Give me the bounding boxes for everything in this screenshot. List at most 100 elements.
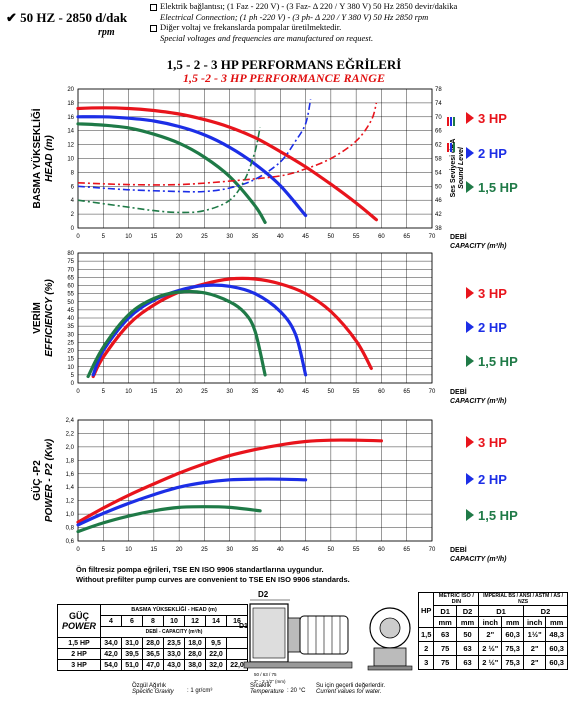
x-tick-label: 35 [252,547,259,553]
x-tick-label: 0 [76,389,80,395]
unit-cell: inch [478,616,503,628]
prefilter-basket [252,607,286,659]
y2-axis-title-en: Sound Level [458,146,465,189]
series-line-15HP [76,122,267,224]
legend-arrow-icon [466,181,474,193]
table-row: 3 75 63 2 ½" 75,3 2" 60,3 [417,655,568,670]
table-cell: 2" [522,641,547,656]
gravity-value: : 1 gr/cm³ [187,688,213,694]
x-tick-label: 20 [176,547,183,553]
x-tick-label: 40 [277,389,284,395]
frequency-header: ✔ 50 HZ - 2850 d/dak rpm [6,10,127,38]
front-view-foot [367,665,413,671]
row-hp: 1,5 HP [57,637,101,649]
y-tick-label: 65 [67,275,74,281]
page-subtitle: 1,5 -2 - 3 HP PERFORMANCE RANGE [183,71,385,85]
y-tick-label: 35 [67,324,74,330]
x-axis-label-tr: DEBİ [450,233,467,241]
x-tick-label: 45 [302,234,309,240]
legend-arrow-icon [466,147,474,159]
y-tick-label: 8 [71,170,75,176]
front-view-inlet [379,617,401,639]
motor-fins [307,616,341,654]
y-tick-label: 1,8 [66,458,75,464]
table-cell: 39,5 [121,648,143,660]
power-header: GÜÇ POWER [57,604,101,638]
y-tick-label: 18 [67,101,74,107]
x-tick-label: 25 [201,234,208,240]
series-line-15HP [86,289,267,379]
x-tick-label: 0 [76,234,80,240]
legend-arrow-icon [466,473,474,485]
x-tick-label: 20 [176,389,183,395]
x-tick-label: 60 [378,389,385,395]
y-tick-label: 75 [67,259,74,265]
rpm-text: rpm [98,27,115,38]
table-cell: 38,0 [184,659,206,671]
table-row: 2 HP 42,0 39,5 36,5 33,0 28,0 22,0 [57,648,248,660]
x-axis-label-tr: DEBİ [450,388,467,396]
table-cell: 60,3 [501,627,524,642]
legend-swatch [453,143,455,152]
x-tick-label: 30 [226,547,233,553]
temperature-tr: Sıcaklık [250,683,272,689]
legend-swatch [447,143,449,152]
x-tick-label: 25 [201,547,208,553]
y-tick-label: 2,0 [66,445,75,451]
x-tick-label: 35 [252,389,259,395]
x-tick-label: 25 [201,389,208,395]
dim-label-2: 2" - 2 1/2" (mm) [254,679,286,684]
y-tick-label: 10 [67,365,74,371]
x-tick-label: 50 [328,234,335,240]
table-cell: 9,5 [205,637,227,649]
head-header: BASMA YÜKSEKLİĞİ - HEAD (m) [100,604,248,616]
x-tick-label: 30 [226,234,233,240]
table-row: 2 75 63 2 ½" 75,3 2" 60,3 [417,641,568,656]
series-line-3HP [91,276,373,379]
footnote-tr: Ön filtresiz pompa eğrileri, TSE EN ISO … [76,565,324,574]
head-col-2: 8 [142,615,164,627]
pump-housing [287,617,301,653]
x-tick-label: 65 [403,389,410,395]
table-cell: 2 [417,641,435,656]
x-tick-label: 70 [429,547,436,553]
table-cell: 1½" [522,627,547,642]
table-cell: 2 ½" [478,641,503,656]
y-tick-label: 1,0 [66,512,75,518]
table-cell: 54,0 [100,659,122,671]
y-tick-label: 20 [67,349,74,355]
y-tick-label: 50 [67,300,74,306]
legend-label: 2 HP [478,146,507,161]
y-axis-title-en: EFFICIENCY (%) [44,279,55,357]
table-cell: 31,0 [121,637,143,649]
x-axis-label-en: CAPACITY (m³/h) [450,556,507,563]
page-title: 1,5 - 2 - 3 HP PERFORMANS EĞRİLERİ [166,57,402,72]
table-cell: 18,0 [184,637,206,649]
head-col-1: 6 [121,615,143,627]
legend-arrow-icon [466,509,474,521]
legend-swatch [450,117,452,126]
table-cell: 63 [433,627,457,642]
y-tick-label: 16 [67,115,74,121]
front-view-base [373,647,407,667]
y2-tick-label: 38 [435,226,442,232]
y2-tick-label: 46 [435,198,442,204]
x-tick-label: 35 [252,234,259,240]
electrical-notes: Elektrik bağlantısı; (1 Faz - 220 V) - (… [150,1,457,43]
table-cell: 47,0 [142,659,164,671]
table-cell: 1,5 [417,627,435,642]
head-col-4: 12 [184,615,206,627]
temperature-value: : 20 °C [287,688,306,694]
y-tick-label: 55 [67,292,74,298]
legend-label: 2 HP [478,320,507,335]
unit-cell: inch [522,616,547,628]
table-cell: 2" [478,627,503,642]
legend-label: 3 HP [478,435,507,450]
sound-line-15HP [77,127,261,214]
imperial-d2: D2 [522,605,568,617]
y-axis-title-en: HEAD (m) [44,135,55,182]
row-hp: 2 HP [57,648,101,660]
metric-d2: D2 [455,605,480,617]
x-tick-label: 10 [125,547,132,553]
